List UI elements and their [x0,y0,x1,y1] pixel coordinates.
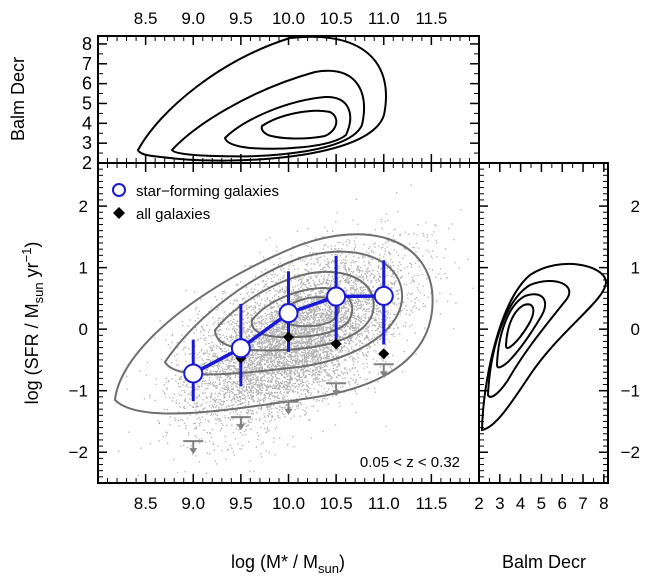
star-forming-point [373,285,394,306]
right-y-tick-label: −1 [621,382,640,401]
top-y-tick-label: 3 [82,133,92,153]
main-y-tick-label: 2 [79,197,88,216]
legend-label-all-galaxies: all galaxies [136,206,210,223]
main-x-tick-label: 10.5 [320,494,353,513]
right-y-tick-label: 2 [631,197,640,216]
main-y-tick-label: −2 [69,443,88,462]
right-contours [480,262,608,432]
galaxy-point-cloud [118,184,474,480]
upper-limit-arrowhead [332,390,341,397]
upper-limit-arrowhead [189,448,198,455]
right-x-tick-label: 5 [537,494,546,513]
right-y-tick-label: 1 [631,259,640,278]
top-x-tick-label: 10.5 [320,9,353,28]
upper-limit-markers [183,363,394,455]
top-y-tick-label: 2 [82,153,92,173]
scatter-points [118,184,474,480]
main-density-contours [113,233,434,415]
right-x-tick-label: 7 [578,494,587,513]
legend: star−forming galaxies all galaxies [112,183,279,223]
main-y-tick-label: 0 [79,320,88,339]
star-forming-point [278,303,299,324]
redshift-annotation: 0.05 < z < 0.32 [360,454,460,471]
main-y-tick-label: 1 [79,259,88,278]
star-forming-point [230,338,251,359]
star-forming-point [326,286,347,307]
upper-limit-arrowhead [284,408,293,415]
main-x-tick-label: 9.0 [181,494,205,513]
top-y-tick-label: 8 [82,34,92,54]
top-x-tick-label: 8.5 [134,9,158,28]
all-galaxies-point [283,331,294,343]
main-x-tick-label: 10.0 [272,494,305,513]
top-x-tick-label: 10.0 [272,9,305,28]
right-y-tick-label: 0 [631,320,640,339]
top-x-tick-label: 11.0 [368,9,400,28]
right-y-tick-label: −2 [621,443,640,462]
top-x-tick-label: 9.0 [181,9,205,28]
legend-marker-star-forming [112,183,126,197]
legend-marker-all-galaxies [113,207,125,219]
right-x-tick-label: 4 [516,494,525,513]
main-panel: 8.5 9.0 9.5 10.0 10.5 11.0 11.5 2 1 0 −1 −2 star−fo… [19,162,480,576]
top-panel-frame [97,35,480,164]
upper-limit-arrowhead [379,371,388,378]
top-y-axis-label: Balm Decr [8,57,28,141]
top-y-tick-label: 5 [82,93,92,113]
right-panel-frame [478,162,609,484]
star-forming-point [183,363,204,384]
main-x-tick-label: 11.5 [415,494,447,513]
top-contours [136,36,387,162]
top-x-tick-label: 11.5 [415,9,447,28]
legend-label-star-forming: star−forming galaxies [136,183,279,200]
all-galaxies-point [378,348,390,360]
main-y-tick-label: −1 [69,382,88,401]
right-x-tick-label: 2 [474,494,483,513]
top-y-tick-label: 6 [82,74,92,94]
all-galaxies-point [330,338,342,350]
main-panel-ticks: 8.5 9.0 9.5 10.0 10.5 11.0 11.5 2 1 0 −1 −2 [69,162,480,513]
main-x-tick-label: 11.0 [368,494,400,513]
star-forming-markers [183,285,394,384]
top-y-tick-label: 4 [82,113,92,133]
right-x-tick-label: 8 [599,494,608,513]
main-x-tick-label: 9.5 [229,494,253,513]
right-x-axis-label: Balm Decr [502,552,586,572]
main-x-tick-label: 8.5 [134,494,158,513]
upper-limit-arrowhead [236,424,245,431]
main-y-axis-label: log (SFR / Msun yr−1) [19,242,46,405]
right-x-tick-label: 6 [557,494,566,513]
top-y-tick-label: 7 [82,54,92,74]
top-x-tick-label: 9.5 [229,9,253,28]
right-x-tick-label: 3 [495,494,504,513]
main-x-axis-label: log (M* / Msun) [231,552,345,576]
